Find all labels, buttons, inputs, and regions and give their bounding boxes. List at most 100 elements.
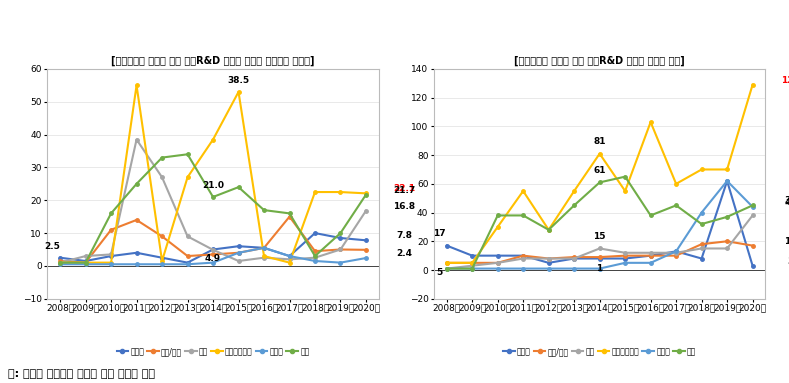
Text: 15: 15 xyxy=(593,232,606,241)
소재 xyxy=(671,250,681,255)
인프라 xyxy=(518,266,528,271)
인프라 xyxy=(55,262,65,267)
시스템반도체 xyxy=(183,175,193,180)
소재 xyxy=(620,250,630,255)
소자/공정 xyxy=(518,254,528,258)
인프라 xyxy=(544,266,553,271)
소재 xyxy=(646,250,656,255)
Line: 시스템반도체: 시스템반도체 xyxy=(445,83,754,265)
소자/공정 xyxy=(723,239,732,244)
Text: 2.5: 2.5 xyxy=(44,242,61,251)
장비 xyxy=(570,203,579,208)
Text: 16.8: 16.8 xyxy=(393,202,415,211)
장비 xyxy=(595,180,604,185)
메모리 xyxy=(697,256,706,261)
소자/공정 xyxy=(361,247,371,252)
소재 xyxy=(157,175,166,180)
인프라 xyxy=(570,266,579,271)
메모리 xyxy=(234,244,243,249)
Text: 5: 5 xyxy=(436,268,442,277)
소재 xyxy=(310,255,320,260)
소재 xyxy=(493,260,503,265)
메모리 xyxy=(748,264,757,268)
소재 xyxy=(234,259,243,263)
인프라 xyxy=(442,266,451,271)
소자/공정 xyxy=(493,260,503,265)
장비 xyxy=(646,213,656,218)
장비 xyxy=(544,228,553,232)
메모리 xyxy=(132,250,141,255)
메모리 xyxy=(518,254,528,258)
인프라 xyxy=(183,262,193,267)
소자/공정 xyxy=(208,252,218,257)
시스템반도체 xyxy=(208,137,218,142)
메모리 xyxy=(55,255,65,260)
소재 xyxy=(285,257,294,262)
Line: 인프라: 인프라 xyxy=(58,246,368,266)
장비 xyxy=(310,254,320,259)
소재 xyxy=(132,137,141,142)
인프라 xyxy=(234,250,243,255)
소자/공정 xyxy=(467,260,477,265)
Line: 시스템반도체: 시스템반도체 xyxy=(58,83,368,264)
Text: 21.0: 21.0 xyxy=(202,182,224,190)
소재 xyxy=(442,266,451,271)
시스템반도체 xyxy=(646,120,656,124)
시스템반도체 xyxy=(467,260,477,265)
소재 xyxy=(697,246,706,251)
Line: 소재: 소재 xyxy=(445,214,754,270)
소재 xyxy=(208,247,218,252)
메모리 xyxy=(80,259,90,263)
메모리 xyxy=(595,256,604,261)
시스템반도체 xyxy=(260,254,269,259)
시스템반도체 xyxy=(55,260,65,265)
메모리 xyxy=(671,249,681,254)
소재 xyxy=(361,208,371,213)
소자/공정 xyxy=(748,243,757,248)
시스템반도체 xyxy=(748,82,757,87)
소자/공정 xyxy=(697,242,706,247)
소재 xyxy=(80,254,90,259)
시스템반도체 xyxy=(493,224,503,229)
시스템반도체 xyxy=(361,191,371,196)
Text: 17: 17 xyxy=(784,237,789,246)
인프라 xyxy=(748,205,757,209)
시스템반도체 xyxy=(723,167,732,172)
메모리 xyxy=(208,247,218,252)
장비 xyxy=(361,192,371,197)
Line: 인프라: 인프라 xyxy=(445,179,754,270)
장비 xyxy=(493,213,503,218)
Legend: 메모리, 소자/공정, 소재, 시스템반도체, 인프라, 장비: 메모리, 소자/공정, 소재, 시스템반도체, 인프라, 장비 xyxy=(114,344,312,359)
소자/공정 xyxy=(310,249,320,254)
Text: 38.5: 38.5 xyxy=(227,76,249,85)
소자/공정 xyxy=(336,247,346,252)
소자/공정 xyxy=(442,260,451,265)
인프라 xyxy=(310,259,320,263)
메모리 xyxy=(183,260,193,265)
Title: [요소기술별 반도체 분야 정부R&D 투자의 기술료 당해연도 징수액]: [요소기술별 반도체 분야 정부R&D 투자의 기술료 당해연도 징수액] xyxy=(111,56,315,65)
Text: 주: 기술료 당해년도 징수액 억원 단위로 표기: 주: 기술료 당해년도 징수액 억원 단위로 표기 xyxy=(8,369,155,379)
시스템반도체 xyxy=(234,90,243,94)
장비 xyxy=(285,211,294,216)
Line: 메모리: 메모리 xyxy=(445,179,754,267)
소자/공정 xyxy=(55,259,65,263)
소재 xyxy=(518,256,528,261)
소자/공정 xyxy=(544,256,553,261)
장비 xyxy=(748,203,757,208)
Text: 81: 81 xyxy=(593,137,606,146)
시스템반도체 xyxy=(132,83,141,88)
소자/공정 xyxy=(157,234,166,239)
시스템반도체 xyxy=(157,259,166,263)
시스템반도체 xyxy=(310,190,320,194)
인프라 xyxy=(208,260,218,265)
소자/공정 xyxy=(234,250,243,255)
메모리 xyxy=(336,236,346,240)
메모리 xyxy=(570,256,579,261)
소재 xyxy=(595,246,604,251)
인프라 xyxy=(260,246,269,250)
Line: 메모리: 메모리 xyxy=(58,231,368,264)
Text: 3: 3 xyxy=(787,257,789,266)
장비 xyxy=(55,260,65,265)
시스템반도체 xyxy=(518,189,528,193)
시스템반도체 xyxy=(544,228,553,232)
